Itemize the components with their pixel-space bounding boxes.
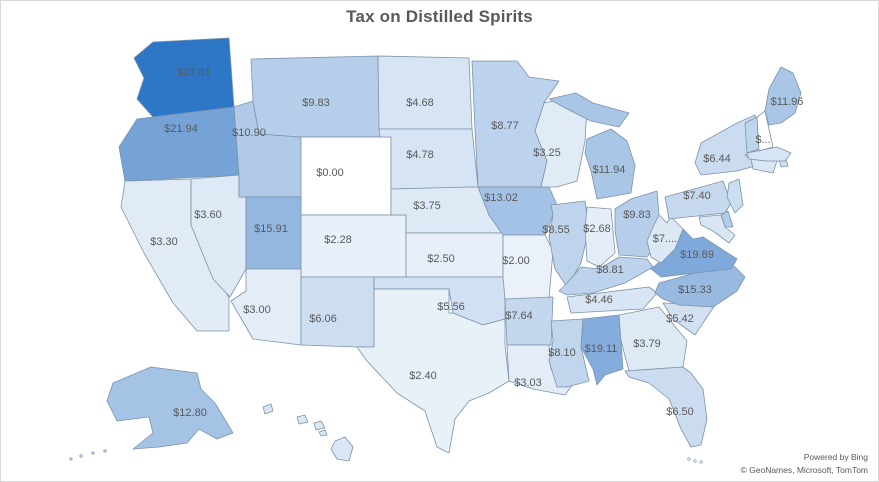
state-label-ar: $7.64: [505, 310, 533, 322]
state-ak-islands: [79, 454, 83, 458]
state-label-al: $19.11: [585, 343, 618, 355]
state-label-sd: $4.78: [406, 149, 434, 161]
state-hi[interactable]: [262, 403, 274, 415]
state-label-wv: $7....: [653, 233, 677, 245]
powered-by-bing-label: Powered by Bing: [803, 452, 868, 463]
state-label-tn: $4.46: [585, 294, 613, 306]
state-in[interactable]: [584, 206, 616, 268]
state-label-ca: $3.30: [150, 236, 178, 248]
state-label-la: $3.03: [514, 377, 542, 389]
state-label-tx: $2.40: [409, 370, 437, 382]
state-tn[interactable]: [566, 286, 658, 314]
state-label-va: $19.89: [680, 249, 714, 261]
map-copyright-label: © GeoNames, Microsoft, TomTom: [740, 464, 869, 475]
state-label-me: $11.96: [771, 96, 804, 108]
state-label-ut: $15.91: [254, 223, 288, 235]
state-ak[interactable]: [106, 366, 234, 450]
state-label-ms: $8.10: [548, 347, 576, 359]
state-co[interactable]: [300, 214, 407, 278]
state-label-sc: $5.42: [666, 313, 694, 325]
state-label-co: $2.28: [324, 234, 352, 246]
state-nd[interactable]: [377, 55, 473, 130]
state-label-ok: $5.56: [437, 301, 465, 313]
state-ma[interactable]: [746, 146, 792, 162]
map-attribution: Powered by Bing © GeoNames, Microsoft, T…: [741, 451, 869, 476]
state-mi[interactable]: [584, 128, 636, 200]
state-label-ny: $6.44: [703, 153, 731, 165]
state-nj[interactable]: [726, 178, 744, 214]
state-label-nc: $15.33: [678, 284, 712, 296]
state-label-ne: $3.75: [413, 200, 441, 212]
state-fl[interactable]: [624, 366, 708, 448]
state-tx[interactable]: [356, 288, 510, 454]
state-mo[interactable]: [502, 234, 554, 306]
state-hi[interactable]: [313, 420, 326, 431]
state-label-fl: $6.50: [666, 406, 694, 418]
state-label-mn: $8.77: [491, 120, 519, 132]
state-nm[interactable]: [300, 276, 375, 348]
state-label-wy: $0.00: [316, 167, 344, 179]
state-fl-islands: [693, 459, 697, 463]
state-label-ia: $13.02: [484, 192, 518, 204]
state-label-or: $21.94: [164, 123, 198, 135]
state-label-wa: $37.81: [177, 67, 211, 79]
state-or[interactable]: [118, 106, 240, 182]
state-label-oh: $9.83: [623, 209, 651, 221]
state-label-mi: $11.94: [593, 164, 626, 176]
state-label-mt: $9.83: [302, 97, 330, 109]
state-label-mo: $2.00: [502, 255, 530, 267]
state-label-pa: $7.40: [683, 190, 711, 202]
state-mi[interactable]: [548, 92, 630, 128]
state-label-ks: $2.50: [427, 253, 455, 265]
state-md[interactable]: [698, 214, 736, 244]
state-label-ga: $3.79: [633, 338, 661, 350]
state-label-ak: $12.80: [173, 407, 207, 419]
state-label-az: $3.00: [243, 304, 271, 316]
state-me[interactable]: [764, 66, 802, 126]
state-label-nh: $...: [755, 134, 770, 146]
state-label-nd: $4.68: [406, 97, 434, 109]
state-ak-islands: [69, 457, 73, 461]
state-wv[interactable]: [646, 214, 684, 264]
state-ak-islands: [103, 449, 107, 453]
state-fl-islands: [687, 457, 691, 461]
state-hi[interactable]: [296, 414, 309, 425]
state-hi[interactable]: [318, 429, 328, 437]
state-az[interactable]: [230, 268, 302, 346]
state-nh[interactable]: [756, 110, 774, 152]
state-wy[interactable]: [300, 136, 392, 216]
state-ga[interactable]: [618, 306, 688, 372]
state-ar[interactable]: [504, 296, 554, 346]
chart-title: Tax on Distilled Spirits: [346, 7, 533, 26]
state-fl-islands: [699, 460, 703, 464]
state-label-wi: $3.25: [533, 147, 561, 159]
state-pa[interactable]: [664, 180, 732, 220]
state-label-il: $8.55: [542, 224, 570, 236]
state-ak-islands: [91, 451, 95, 455]
state-label-ky: $8.81: [596, 264, 624, 276]
state-hi[interactable]: [330, 436, 354, 462]
state-label-nm: $6.06: [309, 313, 337, 325]
state-label-in: $2.68: [583, 223, 611, 235]
state-label-nv: $3.60: [194, 209, 222, 221]
state-label-id: $10.90: [232, 127, 266, 139]
state-ky[interactable]: [558, 256, 654, 296]
state-nc[interactable]: [654, 262, 746, 308]
